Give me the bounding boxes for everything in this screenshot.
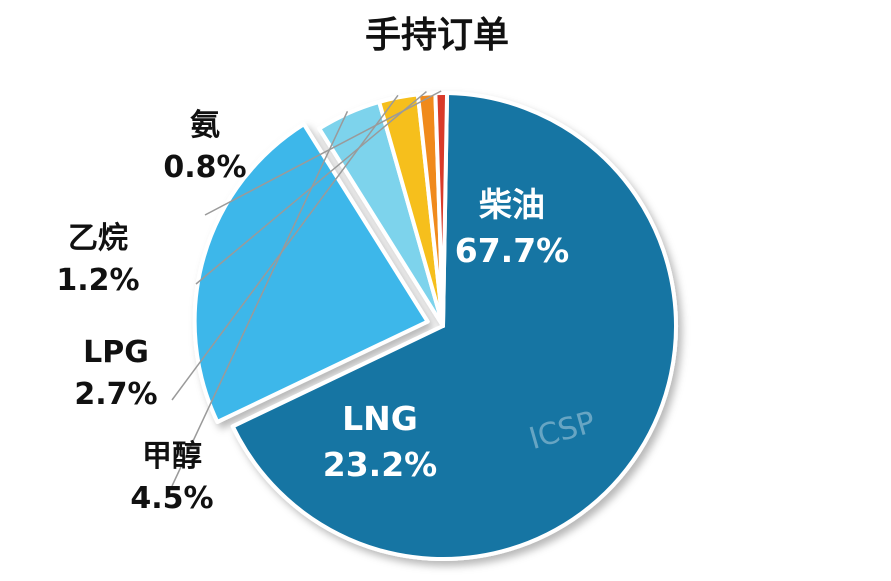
slice-value-label: 23.2%	[323, 445, 438, 484]
pie-slice	[192, 122, 430, 424]
slice-category-label: 氨	[190, 108, 220, 143]
leader-line	[204, 90, 442, 216]
slice-category-label: LNG	[342, 399, 418, 438]
pie-slices	[192, 91, 678, 561]
slice-value-label: 0.8%	[163, 150, 246, 185]
slice-value-label: 4.5%	[130, 481, 213, 516]
leader-lines	[171, 90, 442, 487]
pie-slice	[230, 91, 678, 561]
slice-category-label: 柴油	[479, 185, 545, 224]
slice-labels: 柴油 67.7% LNG 23.2% 甲醇 4.5% LPG 2.7% 乙烷 1.2% 氨 0.8%	[56, 108, 569, 516]
leader-line	[195, 91, 427, 285]
slice-value-label: 67.7%	[455, 231, 570, 270]
slice-value-label: 2.7%	[74, 377, 157, 412]
slice-category-label: LPG	[83, 335, 149, 370]
chart-title: 手持订单	[365, 15, 509, 56]
slice-value-label: 1.2%	[56, 263, 139, 298]
slice-category-label: 乙烷	[68, 221, 128, 256]
pie-slice	[433, 91, 450, 328]
leader-line	[171, 110, 349, 487]
slice-category-label: 甲醇	[142, 439, 202, 474]
